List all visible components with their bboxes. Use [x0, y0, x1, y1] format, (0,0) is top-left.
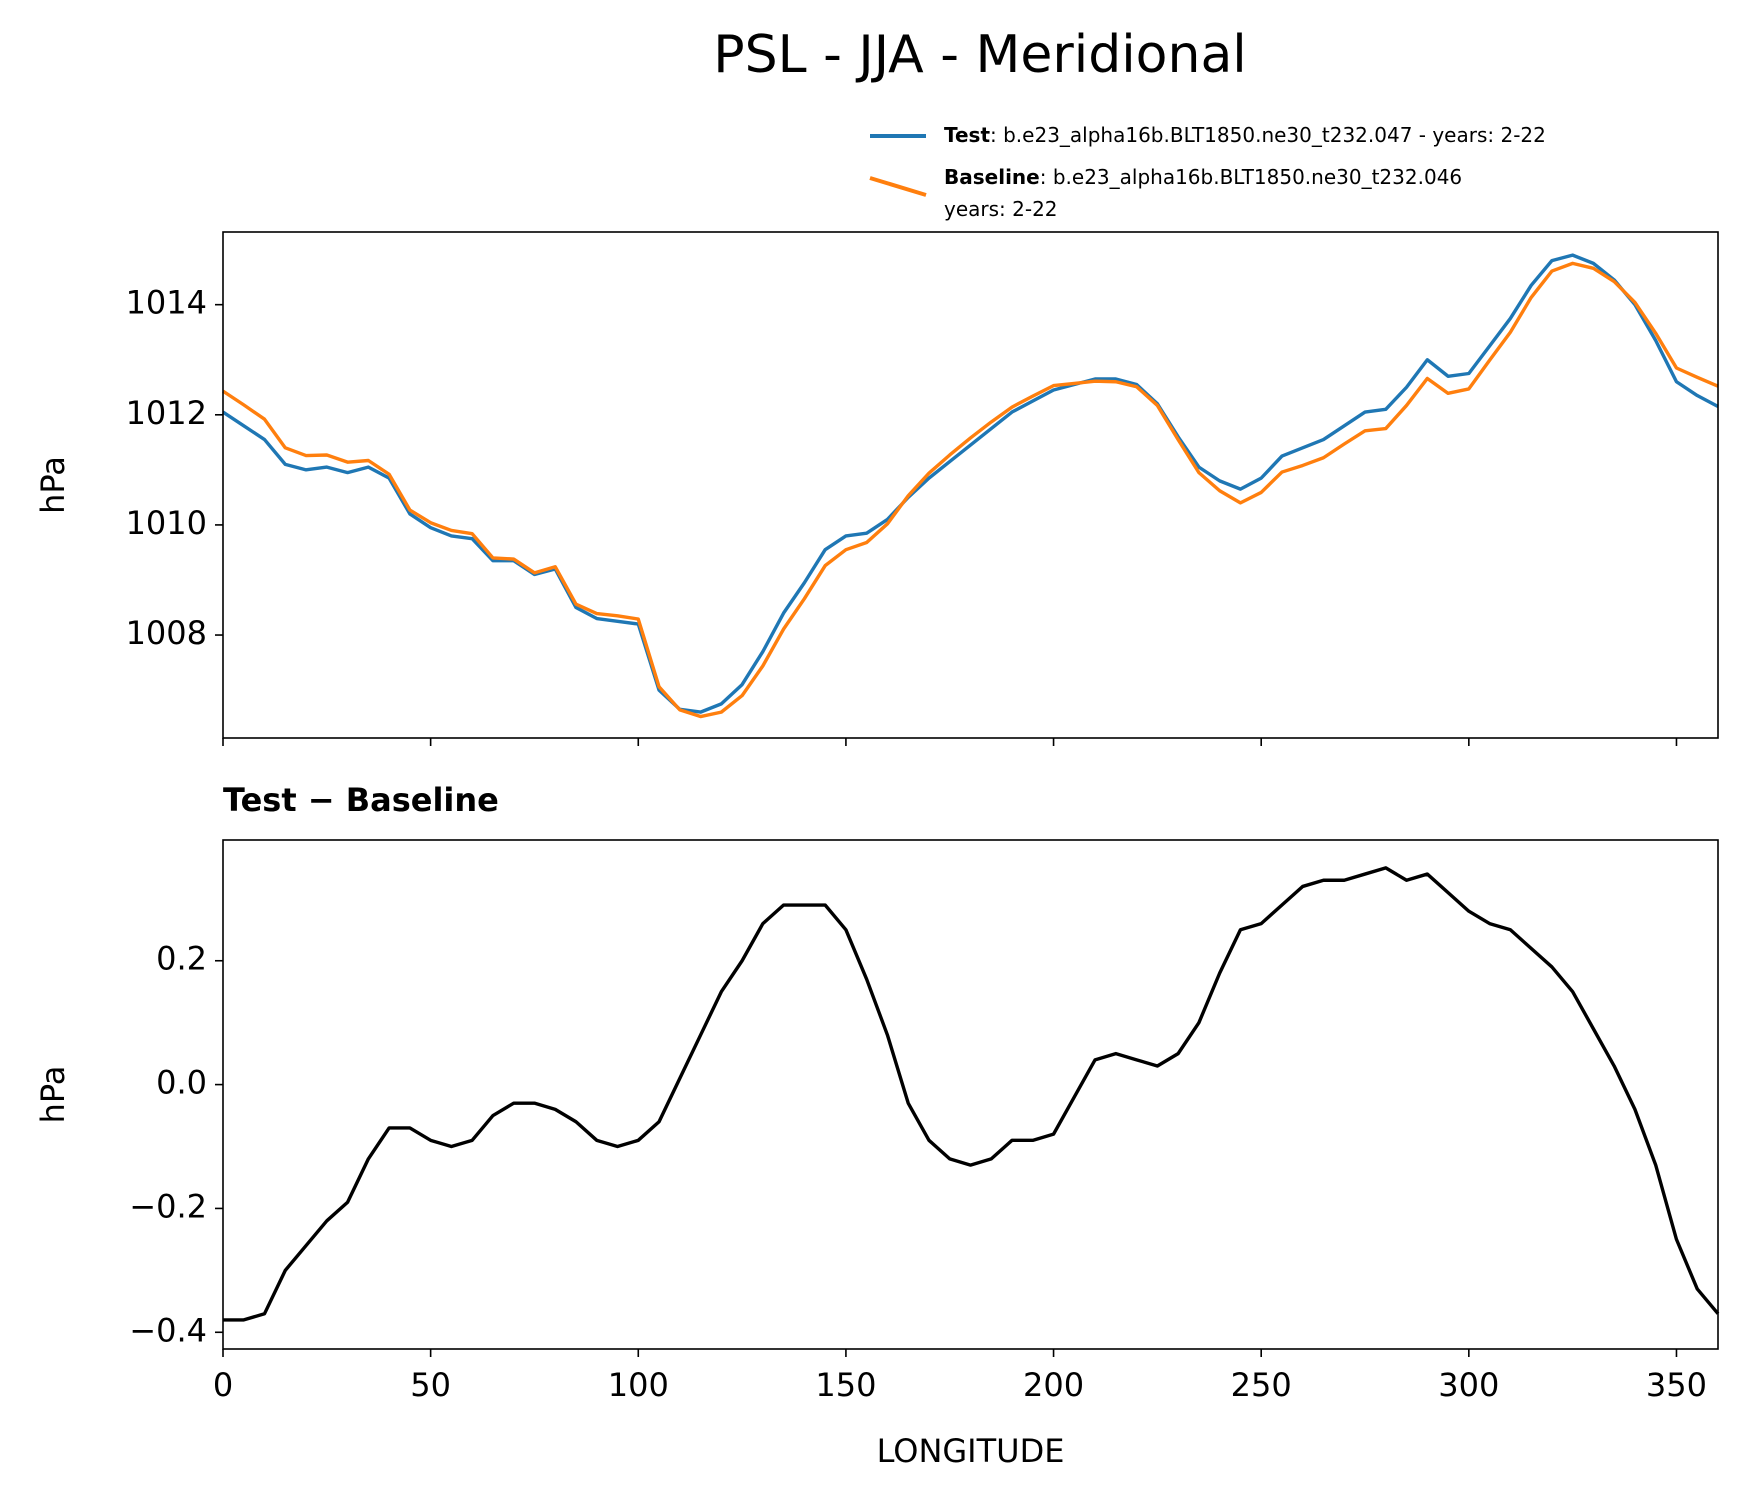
series-line	[223, 866, 1720, 1322]
subplot-title: Test − Baseline	[223, 781, 499, 819]
x-tick-label: 150	[815, 1366, 876, 1404]
y-axis-label: hPa	[34, 1066, 72, 1124]
x-tick-label: 200	[1023, 1366, 1084, 1404]
x-tick-label: 300	[1438, 1366, 1499, 1404]
x-axis-label: LONGITUDE	[877, 1432, 1065, 1470]
y-tick-label: 0.2	[156, 940, 207, 978]
x-tick-label: 100	[608, 1366, 669, 1404]
legend-swatch	[869, 176, 927, 197]
legend-description: years: 2-22	[944, 197, 1058, 221]
series-line	[222, 253, 1719, 714]
chart-title: PSL - JJA - Meridional	[713, 25, 1247, 85]
legend-name: Baseline	[944, 165, 1040, 189]
series-line	[222, 261, 1719, 719]
y-tick-label: 1012	[126, 394, 207, 432]
x-tick-label: 0	[213, 1366, 233, 1404]
y-tick-label: −0.4	[129, 1311, 207, 1349]
y-tick-label: −0.2	[129, 1187, 207, 1225]
legend-description: : b.e23_alpha16b.BLT1850.ne30_t232.047 -…	[990, 123, 1546, 147]
x-tick-label: 350	[1646, 1366, 1707, 1404]
y-tick-label: 1014	[126, 284, 207, 322]
x-tick-label: 50	[410, 1366, 451, 1404]
y-axis-label: hPa	[34, 456, 72, 514]
legend-description: : b.e23_alpha16b.BLT1850.ne30_t232.046	[1040, 165, 1462, 189]
y-tick-label: 1010	[126, 504, 207, 542]
plot-frame	[222, 231, 1719, 739]
plot-frame	[222, 839, 1719, 1350]
legend-name: Test	[944, 123, 990, 147]
legend-entry: Test: b.e23_alpha16b.BLT1850.ne30_t232.0…	[944, 123, 1546, 147]
x-tick-label: 250	[1231, 1366, 1292, 1404]
y-tick-label: 0.0	[156, 1064, 207, 1102]
y-tick-label: 1008	[126, 614, 207, 652]
legend-entry: Baseline: b.e23_alpha16b.BLT1850.ne30_t2…	[944, 165, 1462, 221]
